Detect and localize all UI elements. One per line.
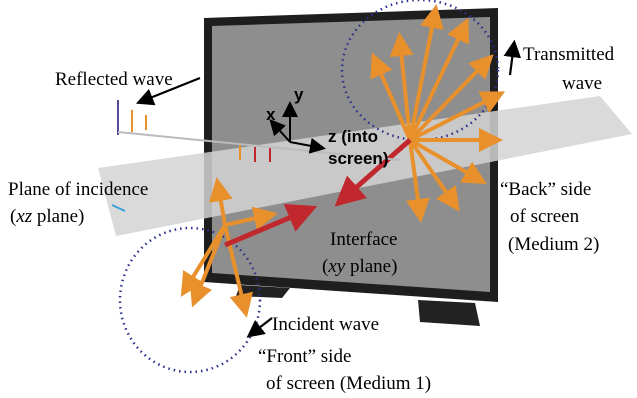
axis-label: x (266, 105, 276, 124)
label: Transmitted (523, 44, 615, 65)
text-part: xz (15, 206, 32, 227)
axis-label: z (into (328, 127, 378, 146)
text-part: plane) (32, 206, 84, 227)
label: Interface (330, 229, 398, 250)
label: (xy plane) (322, 256, 397, 277)
label: (xz plane) (10, 206, 84, 227)
label: Reflected wave (55, 69, 173, 90)
axis-label: screen) (328, 149, 388, 168)
label: of screen (Medium 1) (266, 373, 431, 394)
label: wave (562, 73, 602, 94)
text-part: plane) (345, 256, 397, 277)
label: Plane of incidence (8, 179, 148, 200)
diagram: Reflected wave Transmitted wave y x z (i… (0, 0, 637, 398)
label: Incident wave (272, 314, 379, 335)
label: “Front” side (258, 346, 351, 367)
text-part: xy (327, 256, 345, 277)
label: (Medium 2) (508, 234, 599, 255)
label: “Back” side (500, 179, 591, 200)
axis-label: y (294, 85, 304, 104)
label: of screen (510, 206, 580, 227)
